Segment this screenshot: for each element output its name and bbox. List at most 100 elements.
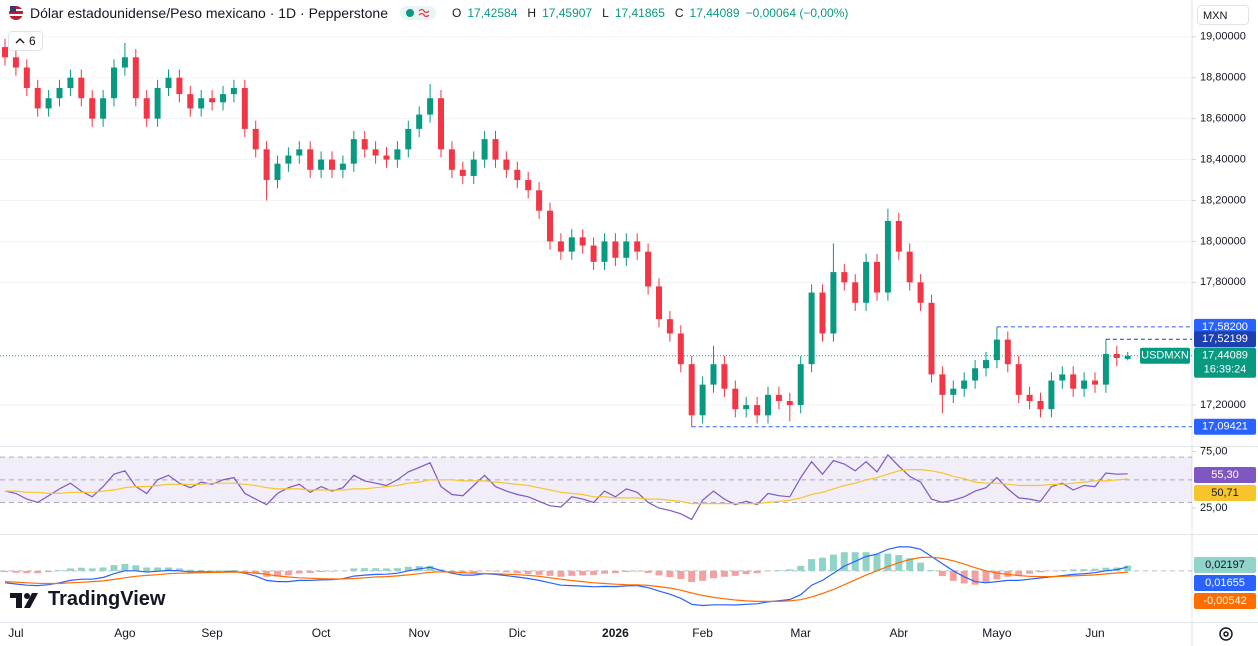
histogram-bar xyxy=(186,569,194,571)
candle-body xyxy=(765,394,771,416)
candle-body xyxy=(797,364,804,406)
candle-body xyxy=(993,339,1000,361)
candle-body xyxy=(786,400,793,406)
candle-body xyxy=(1124,355,1131,359)
candle-body xyxy=(274,163,281,181)
candle-body xyxy=(819,292,826,334)
candle-body xyxy=(416,114,423,129)
candle-body xyxy=(209,98,216,103)
histogram-bar xyxy=(633,570,641,572)
logo-icon[interactable] xyxy=(10,590,42,610)
histogram-bar xyxy=(601,570,608,574)
countdown: 16:39:24 xyxy=(1204,364,1247,376)
last-price-label: 17,44089 xyxy=(1202,350,1248,362)
histogram-bar xyxy=(1069,569,1077,571)
histogram-bar xyxy=(938,570,946,577)
candle-body xyxy=(438,98,444,150)
candle-body xyxy=(666,319,673,334)
histogram-bar xyxy=(1080,569,1088,571)
indicators-toggle[interactable]: 6 xyxy=(8,31,43,51)
last-price-bg xyxy=(1194,347,1256,378)
histogram-bar xyxy=(753,570,761,574)
histogram-bar xyxy=(197,569,205,571)
candle-body xyxy=(536,190,543,211)
candle-body xyxy=(12,57,19,68)
currency[interactable]: MXN xyxy=(1203,10,1228,22)
histogram-bar xyxy=(688,570,696,583)
histogram-bar xyxy=(361,568,369,571)
x-tick-label: 2026 xyxy=(602,626,629,640)
logo-text[interactable]: TradingView xyxy=(48,588,166,610)
x-tick-label: Ago xyxy=(114,626,136,640)
candle-body xyxy=(983,360,989,369)
candle-body xyxy=(318,159,325,170)
last-value-label-bg xyxy=(1194,593,1256,609)
x-tick-label: Mayo xyxy=(982,626,1012,640)
histogram-bar xyxy=(121,563,129,571)
histogram-bar xyxy=(710,570,717,579)
candle-body xyxy=(339,163,346,170)
histogram-bar xyxy=(666,570,674,578)
candle-body xyxy=(1026,394,1033,401)
high-label: H xyxy=(527,6,537,20)
y-tick-label: 18,40000 xyxy=(1200,153,1246,165)
last-value-label: 50,71 xyxy=(1211,487,1239,499)
histogram-bar xyxy=(590,570,598,575)
last-value-label: 0,02197 xyxy=(1205,559,1245,571)
histogram-bar xyxy=(404,566,412,571)
candle-body xyxy=(1004,339,1011,365)
candle-body xyxy=(743,405,750,410)
last-value-label: 0,01655 xyxy=(1205,577,1245,589)
x-tick-label: Nov xyxy=(409,626,430,640)
candle-body xyxy=(623,241,630,258)
currency-button[interactable]: MXN xyxy=(1197,5,1249,25)
candle-body xyxy=(372,149,379,156)
histogram-bar xyxy=(492,570,499,572)
candle-body xyxy=(405,128,412,150)
last-value-label-bg xyxy=(1194,575,1256,591)
candle-body xyxy=(394,149,401,160)
status-pill[interactable] xyxy=(399,6,436,20)
candle-body xyxy=(950,388,957,395)
symbol-title[interactable]: Dólar estadounidense/Peso mexicano · 1D … xyxy=(30,5,388,21)
histogram-bar xyxy=(1015,570,1023,576)
histogram-bar xyxy=(568,570,576,576)
candle-body xyxy=(645,251,652,287)
candle-body xyxy=(830,272,837,334)
candle-body xyxy=(198,98,205,109)
last-value-label: -0,00542 xyxy=(1203,595,1246,607)
histogram-bar xyxy=(317,570,325,573)
candle-body xyxy=(470,159,477,176)
close-value: 17,44089 xyxy=(689,6,740,20)
histogram-bar xyxy=(45,570,53,573)
candle-body xyxy=(23,67,30,88)
candle-body xyxy=(143,98,150,119)
candle-body xyxy=(612,241,619,258)
candle-body xyxy=(841,272,848,283)
histogram-bar xyxy=(873,554,881,571)
candle-body xyxy=(176,77,183,95)
candle-body xyxy=(972,368,979,381)
y-tick-label: 17,80000 xyxy=(1200,276,1246,288)
histogram-bar xyxy=(372,568,380,571)
histogram-bar xyxy=(252,570,260,574)
candle-body xyxy=(1015,364,1022,395)
logo[interactable]: TradingView xyxy=(10,588,165,611)
candle-body xyxy=(448,149,455,170)
y-tick-label: 18,80000 xyxy=(1200,72,1246,84)
candle-body xyxy=(568,237,575,252)
low-value: 17,41865 xyxy=(614,6,665,20)
chevron[interactable] xyxy=(15,37,25,45)
candle-body xyxy=(634,241,641,252)
change: −0,00064 (−0,00%) xyxy=(745,6,849,20)
candle-body xyxy=(67,77,74,88)
open-label: O xyxy=(451,6,462,20)
indicator-count[interactable]: 6 xyxy=(29,34,36,48)
gear-hub[interactable] xyxy=(1223,631,1229,637)
candle-body xyxy=(754,405,761,416)
settings-icon[interactable] xyxy=(1219,627,1233,641)
histogram-bar xyxy=(513,570,521,574)
gear[interactable] xyxy=(1219,627,1233,641)
candle-body xyxy=(710,364,717,385)
histogram-bar xyxy=(906,558,914,571)
